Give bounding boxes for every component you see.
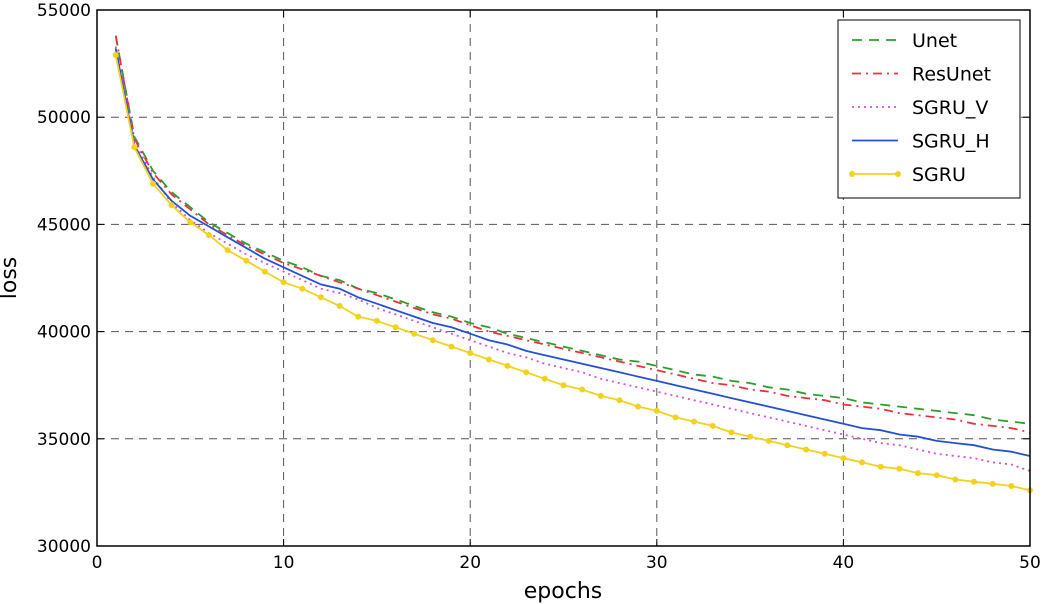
sgru-point [187,219,194,226]
y-tick-label: 40000 [37,323,91,343]
sgru-point [709,422,716,429]
sgru-point [915,470,921,477]
sgru-point [821,450,828,457]
sgru-point [168,202,175,209]
tick-layer: 0 10 20 30 40 50 30000 35000 40000 45000 50000 5500… [37,1,1041,573]
sgru-point [560,382,567,389]
sgru-point [429,337,436,344]
sgru-point [579,386,586,393]
plot-frame [96,9,1031,547]
legend-label: SGRU [912,164,966,186]
legend-marker [849,171,855,177]
sgru-point [728,429,735,436]
sgru-point [448,343,455,350]
sgru-point [261,268,268,275]
sgru-point [523,369,530,376]
sgru-point [243,257,250,264]
sgru-point [989,480,996,487]
sgru-point [747,433,754,440]
y-tick-label: 30000 [37,537,91,557]
sgru-point [317,294,324,301]
legend-label: ResUnet [912,64,991,86]
sgru-point [299,285,306,292]
sgru-point [485,356,492,363]
sgru-point [411,330,418,337]
legend: Unet ResUnet SGRU_V SGRU_H SGRU [837,19,1021,199]
sgru-point [896,465,903,472]
sgru-point [971,478,977,485]
x-tick-label: 50 [1019,553,1041,573]
sgru-point [616,397,623,404]
legend-marker [895,171,901,177]
legend-label: SGRU_H [912,131,990,153]
y-tick-label: 35000 [37,430,91,450]
x-tick-label: 20 [459,553,481,573]
series-line-resunet [114,35,1031,434]
sgru-point [859,459,866,466]
x-axis-label: epochs [524,579,602,604]
y-tick-label: 55000 [37,1,91,21]
sgru-point [504,362,511,369]
series-line-sgru [114,54,1031,492]
sgru-point [336,302,343,309]
sgru-point [952,476,959,483]
sgru-point [150,180,156,187]
x-tick-label: 30 [646,553,668,573]
sgru-point [840,455,847,462]
sgru-point [691,418,698,425]
y-axis-label: loss [0,257,22,300]
y-tick-label: 45000 [37,215,91,235]
sgru-point [933,472,940,479]
legend-label: SGRU_V [912,97,988,119]
sgru-point [765,437,772,444]
sgru-point [392,324,399,331]
sgru-point [653,407,660,414]
series-line-sgru-h [114,48,1031,457]
sgru-point [224,247,231,254]
sgru-point [635,403,642,410]
sgru-point [541,375,548,382]
sgru-point [672,414,679,421]
sgru-point [803,446,810,453]
legend-label: Unet [912,30,957,52]
sgru-point [206,232,212,239]
x-tick-label: 10 [273,553,295,573]
x-tick-label: 40 [833,553,855,573]
sgru-point [131,144,138,151]
sgru-point [280,279,287,286]
sgru-point [373,317,380,324]
sgru-point [467,350,474,356]
sgru-point [112,52,119,58]
sgru-point [784,442,791,449]
sgru-point [877,463,884,470]
legend-box [837,19,1021,199]
sgru-point [355,313,362,320]
series-layer [112,35,1033,494]
sgru-point [1008,483,1015,489]
y-tick-label: 50000 [37,108,91,128]
x-tick-label: 0 [92,553,103,573]
series-line-sgru-v [114,46,1031,472]
sgru-point [597,392,604,399]
